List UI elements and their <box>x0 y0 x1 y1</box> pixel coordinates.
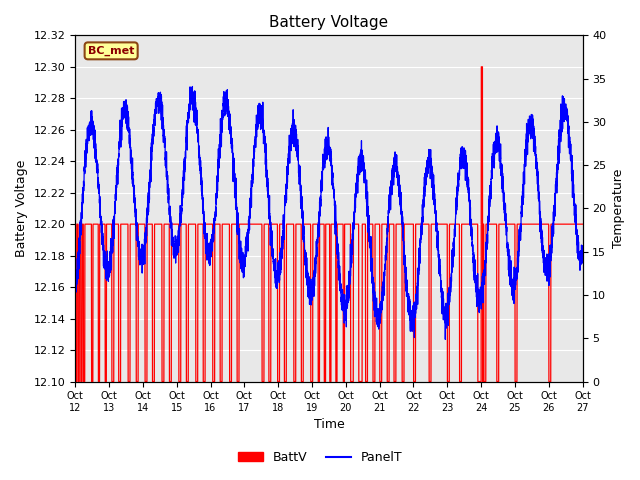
X-axis label: Time: Time <box>314 419 344 432</box>
Title: Battery Voltage: Battery Voltage <box>269 15 388 30</box>
Y-axis label: Battery Voltage: Battery Voltage <box>15 160 28 257</box>
Text: BC_met: BC_met <box>88 46 134 56</box>
Legend: BattV, PanelT: BattV, PanelT <box>232 446 408 469</box>
Y-axis label: Temperature: Temperature <box>612 169 625 248</box>
